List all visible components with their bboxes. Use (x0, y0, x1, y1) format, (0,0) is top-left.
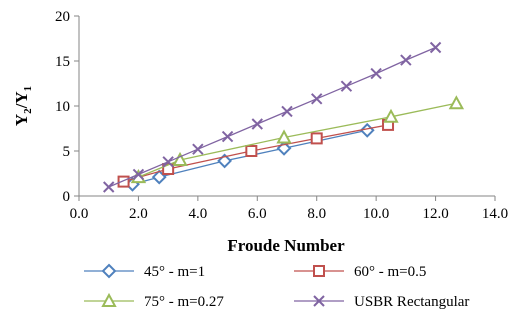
axes: 0 5 10 15 20 0.0 2.0 4.0 6.0 8.0 10.0 12.0 14.0 (55, 9, 508, 222)
data-point (162, 163, 175, 175)
legend-label: USBR Rectangular (354, 294, 469, 310)
legend-marker (313, 295, 325, 307)
data-point (383, 108, 399, 123)
y-tick-label: 15 (55, 54, 70, 70)
x-tick-label: 0.0 (70, 206, 89, 222)
x-marker-stroke (313, 295, 325, 307)
series-2 (117, 118, 395, 188)
legend-marker (101, 263, 117, 279)
data-point (172, 151, 188, 166)
x-marker-stroke (132, 168, 145, 181)
series-line (132, 129, 368, 185)
x-marker-stroke (192, 143, 204, 155)
legend-label: 75° - m=0.27 (144, 294, 224, 310)
y-tick-label: 10 (55, 99, 70, 115)
x-marker-stroke (251, 118, 263, 130)
legend-label: 45° - m=1 (144, 264, 205, 280)
data-point (103, 181, 115, 193)
data-point (251, 118, 263, 130)
x-marker-stroke (162, 156, 174, 168)
series-line (138, 102, 457, 178)
legend-item-3: 75° - m=0.27 (84, 292, 224, 310)
x-marker-stroke (103, 181, 115, 193)
legend-item-1: 45° - m=1 (84, 263, 205, 280)
x-tick-label: 14.0 (482, 206, 508, 222)
x-tick-label: 2.0 (129, 206, 148, 222)
x-tick-label: 12.0 (422, 206, 448, 222)
data-point (162, 156, 174, 168)
data-point (429, 41, 442, 54)
data-point (448, 95, 465, 110)
x-marker-stroke (340, 80, 353, 92)
data-point (132, 168, 145, 181)
data-point (276, 129, 292, 144)
data-point (400, 54, 412, 66)
legend-marker (101, 292, 117, 307)
series-3 (130, 95, 465, 184)
legend-item-4: USBR Rectangular (294, 294, 469, 310)
data-point (340, 80, 353, 92)
x-marker-stroke (370, 67, 382, 80)
data-point (245, 145, 258, 157)
plot-area-series (103, 41, 465, 193)
data-point (310, 132, 323, 145)
data-point (370, 67, 382, 80)
x-tick-label: 10.0 (363, 206, 389, 222)
x-tick-label: 8.0 (307, 206, 326, 222)
y-tick-label: 5 (63, 144, 71, 160)
legend: 45° - m=1 60° - m=0.5 75° - m=0.27 USBR Rec… (84, 263, 469, 310)
x-tick-label: 4.0 (188, 206, 207, 222)
data-point (117, 175, 130, 188)
data-point (221, 130, 234, 143)
x-tick-label: 6.0 (248, 206, 267, 222)
data-point (281, 105, 293, 118)
data-point (311, 93, 323, 105)
y-tick-label: 0 (63, 189, 71, 205)
x-marker-stroke (221, 130, 234, 143)
y-tick-label: 20 (55, 9, 70, 25)
y-axis-label: Y2/Y1 (12, 86, 34, 126)
legend-item-2: 60° - m=0.5 (294, 264, 426, 280)
legend-label: 60° - m=0.5 (354, 264, 426, 280)
x-marker-stroke (311, 93, 323, 105)
x-marker-stroke (281, 105, 293, 118)
series-4 (103, 41, 442, 193)
x-axis-label: Froude Number (227, 236, 345, 255)
x-marker-stroke (400, 54, 412, 66)
data-point (192, 143, 204, 155)
data-point (359, 122, 375, 138)
x-marker-stroke (429, 41, 442, 54)
legend-marker (313, 265, 325, 277)
series-line (108, 46, 436, 188)
